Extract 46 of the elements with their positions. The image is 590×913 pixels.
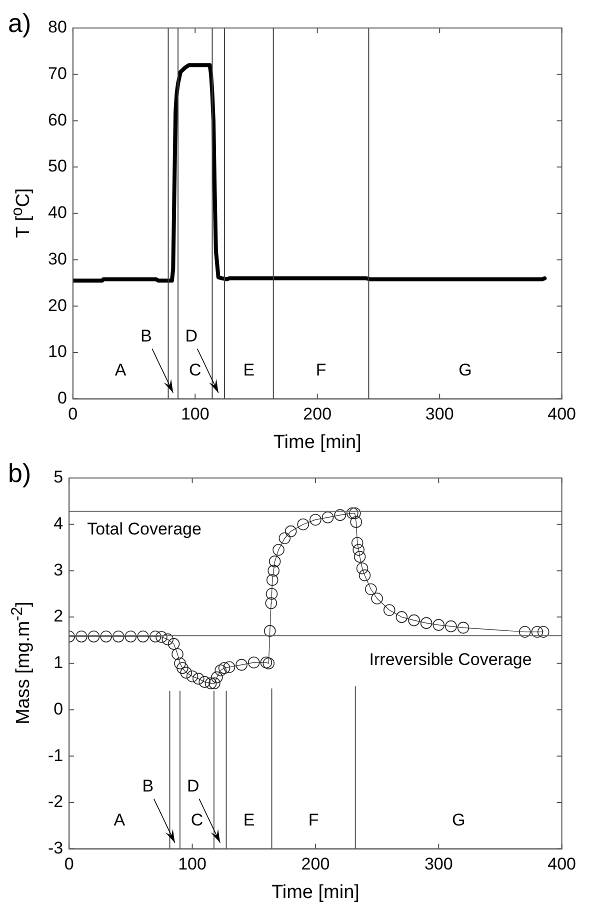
x-tick-label: 100 [180, 404, 210, 424]
annotation: C [188, 360, 202, 380]
y-tick-label: 60 [48, 110, 67, 130]
annotation: B [142, 776, 154, 796]
ref-line-label: Irreversible Coverage [369, 650, 532, 669]
y-tick-label: 5 [54, 468, 64, 487]
annotation: A [114, 810, 126, 830]
annotation: F [316, 360, 326, 380]
x-axis-title: Time [min] [271, 882, 360, 903]
y-tick-label: 80 [48, 18, 67, 37]
y-tick-label: 30 [48, 249, 67, 268]
y-tick-label: -3 [48, 838, 64, 858]
annotation: F [308, 810, 319, 830]
y-tick-label: 1 [54, 653, 64, 672]
y-tick-label: 4 [54, 514, 64, 534]
annotation: A [114, 360, 127, 380]
y-tick-label: 50 [48, 156, 67, 176]
x-tick-label: 200 [303, 404, 332, 424]
annotation: D [185, 326, 198, 346]
y-tick-label: 40 [48, 203, 67, 222]
x-tick-label: 400 [548, 404, 576, 424]
x-tick-label: 300 [424, 854, 453, 874]
annotation: B [140, 326, 152, 346]
y-tick-label: 70 [48, 64, 67, 84]
chart-title: b) [8, 458, 32, 489]
annotation: E [243, 360, 255, 380]
x-tick-label: 100 [178, 854, 206, 874]
y-tick-label: 10 [48, 342, 67, 362]
chart-title: a) [8, 8, 32, 39]
annotation: G [452, 810, 466, 830]
x-tick-label: 300 [425, 404, 454, 424]
y-tick-label: 0 [54, 699, 64, 718]
annotation: G [458, 360, 472, 380]
annotation: E [243, 810, 255, 830]
annotation: D [186, 776, 200, 796]
x-axis-title: Time [min] [273, 432, 362, 453]
ref-line-label: Total Coverage [87, 520, 202, 539]
annotation: C [190, 810, 204, 830]
y-tick-label: 2 [54, 606, 64, 626]
y-tick-label: 3 [54, 560, 64, 580]
y-tick-label: 20 [48, 296, 67, 315]
y-tick-label: -1 [48, 746, 64, 765]
y-tick-label: 0 [57, 388, 67, 408]
x-tick-label: 400 [548, 854, 576, 874]
x-tick-label: 200 [301, 854, 330, 874]
y-tick-label: -2 [48, 792, 64, 812]
